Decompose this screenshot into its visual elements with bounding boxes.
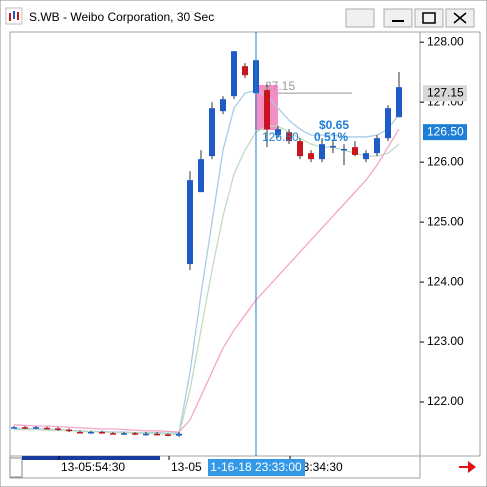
candle-body bbox=[286, 132, 292, 142]
candle-body bbox=[396, 87, 402, 118]
x-tick-label: 13-05 bbox=[171, 460, 202, 474]
scroll-right-arrow[interactable] bbox=[459, 461, 476, 473]
candle-body bbox=[165, 434, 171, 436]
y-tick-label: 128.00 bbox=[427, 34, 464, 48]
scroll-indicator bbox=[22, 456, 160, 460]
candle-body bbox=[132, 433, 138, 435]
maximize-icon bbox=[422, 12, 436, 24]
price-marker-box bbox=[423, 85, 467, 102]
link-button[interactable] bbox=[345, 8, 375, 28]
candle-body bbox=[99, 432, 105, 434]
y-tick-label: 126.00 bbox=[427, 154, 464, 168]
candle-body bbox=[110, 433, 116, 435]
maximize-button[interactable] bbox=[414, 8, 444, 28]
y-tick-label: 123.00 bbox=[427, 334, 464, 348]
measure-annotation: 0.51% bbox=[314, 130, 348, 144]
candle-body bbox=[77, 432, 83, 434]
measure-annotation: 126.50 bbox=[262, 130, 299, 144]
candle-body bbox=[363, 153, 369, 160]
candle-body bbox=[220, 99, 226, 112]
price-marker-box bbox=[423, 124, 467, 141]
candle-body bbox=[374, 138, 380, 154]
candle-body bbox=[264, 90, 270, 130]
candle-body bbox=[297, 141, 303, 157]
candle-body bbox=[22, 427, 28, 429]
candle-body bbox=[176, 433, 182, 436]
price-axis bbox=[419, 31, 481, 457]
plot-area bbox=[9, 31, 421, 457]
candle-body bbox=[44, 427, 50, 430]
candle-body bbox=[187, 180, 193, 265]
candle-body bbox=[231, 51, 237, 97]
candle-body bbox=[209, 108, 215, 157]
candle-body bbox=[341, 148, 347, 151]
price-marker-label: 126.50 bbox=[427, 124, 464, 138]
crosshair-time-label: 1-16-18 23:33:00 bbox=[210, 460, 302, 474]
icon-bar bbox=[17, 12, 19, 20]
minimize-button[interactable] bbox=[383, 8, 413, 28]
moving-average-line bbox=[14, 125, 400, 436]
icon-bar bbox=[13, 11, 15, 19]
candle-body bbox=[143, 433, 149, 436]
close-icon bbox=[453, 12, 467, 24]
candle-body bbox=[33, 427, 39, 429]
candle-body bbox=[352, 147, 358, 155]
corner-box[interactable] bbox=[9, 457, 23, 478]
candle-body bbox=[242, 66, 248, 76]
measure-annotation: $0.65 bbox=[319, 118, 349, 132]
candle-body bbox=[121, 433, 127, 435]
candle-body bbox=[11, 427, 17, 429]
y-tick-label: 125.00 bbox=[427, 214, 464, 228]
candle-body bbox=[275, 129, 281, 136]
candle-body bbox=[330, 145, 336, 148]
crosshair-time-box bbox=[208, 459, 305, 476]
candle-body bbox=[308, 153, 314, 160]
moving-average-line bbox=[13, 128, 400, 433]
candle-body bbox=[66, 429, 72, 432]
candle-body bbox=[319, 144, 325, 160]
candle-body bbox=[154, 433, 160, 436]
y-tick-label: 122.00 bbox=[427, 394, 464, 408]
y-tick-label: 124.00 bbox=[427, 274, 464, 288]
candle-body bbox=[385, 108, 391, 139]
x-tick-label: 13-05:54:30 bbox=[61, 460, 125, 474]
candle-body bbox=[198, 159, 204, 193]
window-title: S.WB - Weibo Corporation, 30 Sec bbox=[29, 10, 214, 24]
candle-body bbox=[55, 428, 61, 430]
measure-annotation: 27.15 bbox=[265, 79, 295, 93]
price-marker-label: 127.15 bbox=[427, 85, 464, 99]
icon-bar bbox=[9, 13, 11, 21]
candle-body bbox=[88, 432, 94, 434]
